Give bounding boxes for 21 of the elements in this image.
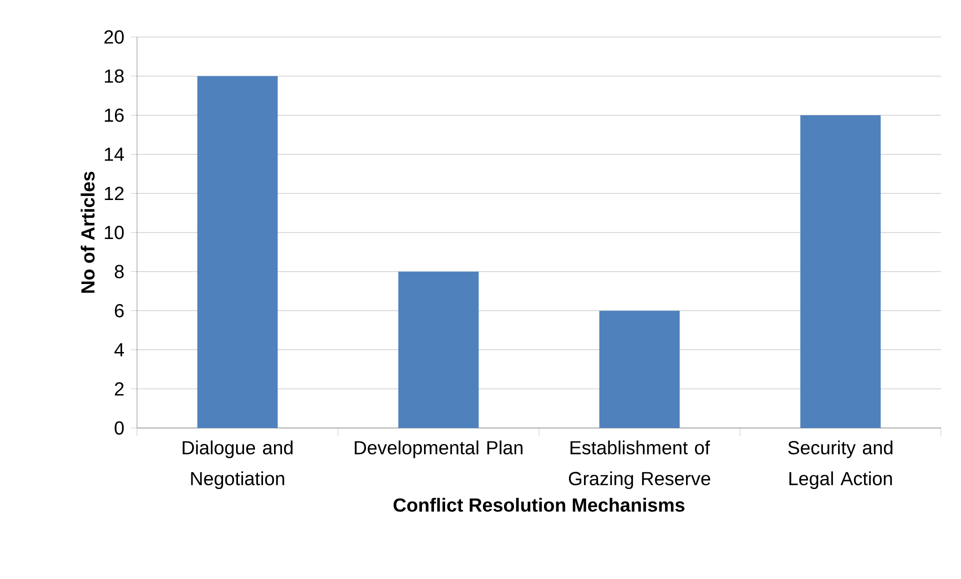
- bar: [599, 310, 680, 428]
- y-tick-label: 0: [114, 421, 124, 435]
- bar: [800, 115, 881, 428]
- y-tick-label: 2: [114, 382, 124, 396]
- bar: [398, 272, 479, 428]
- y-tick-label: 16: [104, 108, 124, 122]
- x-axis-title: Conflict Resolution Mechanisms: [394, 498, 684, 512]
- y-tick-label: 12: [104, 186, 124, 200]
- y-tick-label: 20: [104, 30, 124, 44]
- x-tick-label: Developmental Plan: [354, 440, 522, 458]
- y-tick-label: 10: [104, 226, 124, 240]
- y-axis-title: No of Articles: [80, 172, 95, 293]
- x-tick-label: Security and Legal Action: [788, 440, 892, 490]
- x-tick-label: Dialogue and Negotiation: [182, 440, 293, 490]
- y-tick-label: 14: [104, 148, 124, 161]
- y-tick-label: 6: [114, 304, 124, 318]
- x-tick-label: Establishment of Grazing Reserve: [568, 440, 710, 490]
- y-tick-label: 8: [114, 264, 124, 278]
- y-tick-label: 4: [114, 343, 124, 356]
- y-tick-label: 18: [104, 69, 124, 83]
- bar: [197, 76, 278, 428]
